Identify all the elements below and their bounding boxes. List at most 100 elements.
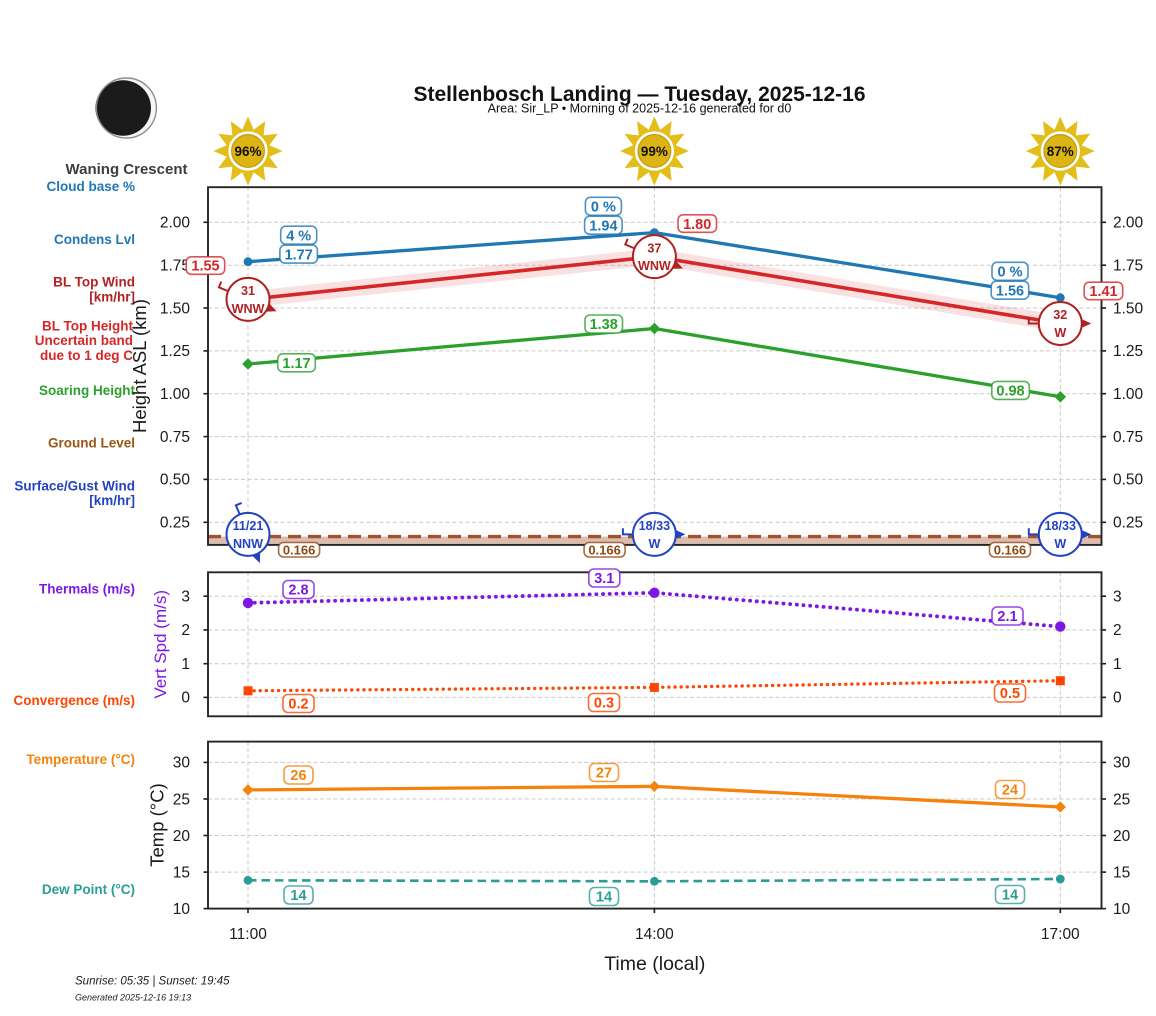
svg-text:1.94: 1.94 — [589, 218, 617, 234]
svg-text:11/21: 11/21 — [233, 519, 264, 533]
svg-text:W: W — [648, 537, 660, 551]
svg-text:1.75: 1.75 — [1113, 258, 1143, 275]
svg-text:2.1: 2.1 — [997, 609, 1017, 625]
svg-text:4 %: 4 % — [286, 228, 311, 244]
svg-text:Area: Sir_LP • Morning of 2025: Area: Sir_LP • Morning of 2025-12-16 gen… — [488, 102, 792, 116]
svg-text:W: W — [1054, 326, 1066, 340]
svg-text:Sunrise: 05:35 | Sunset: 19:45: Sunrise: 05:35 | Sunset: 19:45 — [75, 976, 230, 988]
svg-text:10: 10 — [173, 901, 191, 918]
svg-text:1.25: 1.25 — [160, 343, 190, 360]
svg-text:Soaring Height: Soaring Height — [39, 383, 136, 398]
svg-text:14: 14 — [596, 890, 612, 906]
svg-text:3: 3 — [181, 589, 190, 606]
svg-text:32: 32 — [1053, 308, 1067, 322]
svg-text:0.2: 0.2 — [288, 697, 308, 713]
svg-text:14: 14 — [1002, 888, 1018, 904]
svg-text:1.17: 1.17 — [282, 356, 310, 372]
svg-text:2: 2 — [1113, 622, 1122, 639]
svg-text:1.56: 1.56 — [996, 283, 1024, 299]
svg-text:2.00: 2.00 — [160, 215, 191, 232]
svg-text:WNW: WNW — [638, 259, 671, 273]
svg-text:31: 31 — [241, 284, 255, 298]
svg-text:W: W — [1054, 537, 1066, 551]
svg-text:Waning Crescent: Waning Crescent — [66, 161, 188, 178]
svg-text:99%: 99% — [641, 144, 668, 159]
svg-text:Ground Level: Ground Level — [48, 435, 135, 450]
svg-text:1.25: 1.25 — [1113, 343, 1143, 360]
svg-text:1.00: 1.00 — [160, 386, 191, 403]
svg-text:1.50: 1.50 — [160, 300, 191, 317]
svg-text:96%: 96% — [234, 144, 261, 159]
svg-text:18/33: 18/33 — [1045, 519, 1077, 533]
svg-text:17:00: 17:00 — [1041, 926, 1080, 943]
svg-text:0.25: 0.25 — [160, 515, 190, 532]
svg-text:Cloud base %: Cloud base % — [46, 179, 135, 194]
svg-text:20: 20 — [1113, 828, 1131, 845]
svg-text:14: 14 — [290, 888, 306, 904]
svg-text:2.00: 2.00 — [1113, 215, 1144, 232]
svg-text:due to 1 deg C: due to 1 deg C — [40, 348, 133, 363]
svg-text:15: 15 — [173, 864, 190, 881]
svg-text:Condens Lvl: Condens Lvl — [54, 232, 135, 247]
svg-text:3: 3 — [1113, 589, 1122, 606]
svg-text:0: 0 — [181, 690, 190, 707]
svg-text:0.75: 0.75 — [1113, 429, 1143, 446]
svg-text:BL Top Height: BL Top Height — [42, 318, 133, 333]
svg-text:Generated 2025-12-16 19:13: Generated 2025-12-16 19:13 — [75, 993, 191, 1003]
svg-text:1: 1 — [1113, 656, 1122, 673]
svg-text:1.41: 1.41 — [1089, 284, 1117, 300]
svg-text:27: 27 — [596, 766, 612, 782]
svg-text:25: 25 — [173, 791, 190, 808]
svg-text:3.1: 3.1 — [594, 571, 614, 587]
svg-text:Uncertain band: Uncertain band — [35, 333, 133, 348]
svg-text:1.55: 1.55 — [191, 259, 219, 275]
svg-text:1.38: 1.38 — [590, 317, 618, 333]
svg-text:2: 2 — [181, 622, 190, 639]
svg-text:Stellenbosch Landing — Tuesday: Stellenbosch Landing — Tuesday, 2025-12-… — [413, 83, 865, 106]
svg-text:14:00: 14:00 — [635, 926, 674, 943]
svg-text:0.98: 0.98 — [996, 384, 1024, 400]
svg-text:11:00: 11:00 — [229, 926, 267, 943]
svg-text:37: 37 — [647, 241, 661, 255]
svg-text:Dew Point (°C): Dew Point (°C) — [42, 882, 135, 897]
svg-text:1.00: 1.00 — [1113, 386, 1144, 403]
svg-text:NNW: NNW — [233, 537, 263, 551]
svg-text:24: 24 — [1002, 783, 1018, 799]
svg-text:20: 20 — [173, 828, 191, 845]
svg-text:Convergence (m/s): Convergence (m/s) — [13, 693, 135, 708]
svg-text:1: 1 — [181, 656, 190, 673]
svg-text:15: 15 — [1113, 864, 1130, 881]
svg-text:1.77: 1.77 — [285, 247, 313, 263]
svg-text:10: 10 — [1113, 901, 1131, 918]
svg-text:Height ASL (km): Height ASL (km) — [129, 299, 150, 433]
svg-text:1.80: 1.80 — [683, 217, 711, 233]
svg-text:Surface/Gust Wind: Surface/Gust Wind — [14, 479, 135, 494]
svg-text:18/33: 18/33 — [639, 519, 671, 533]
svg-text:0 %: 0 % — [998, 265, 1023, 281]
svg-text:0.25: 0.25 — [1113, 515, 1143, 532]
svg-text:0.3: 0.3 — [594, 696, 614, 712]
svg-text:0.50: 0.50 — [160, 472, 191, 489]
svg-text:[km/hr]: [km/hr] — [89, 289, 135, 304]
svg-text:WNW: WNW — [232, 302, 265, 316]
svg-text:0.5: 0.5 — [1000, 686, 1020, 702]
svg-text:0.75: 0.75 — [160, 429, 190, 446]
svg-text:0.166: 0.166 — [283, 543, 316, 558]
svg-text:30: 30 — [173, 755, 191, 772]
svg-text:0 %: 0 % — [591, 200, 616, 216]
svg-text:87%: 87% — [1047, 144, 1074, 159]
svg-text:Time (local): Time (local) — [604, 953, 705, 975]
svg-text:1.75: 1.75 — [160, 258, 190, 275]
svg-text:Thermals (m/s): Thermals (m/s) — [39, 582, 135, 597]
svg-text:BL Top Wind: BL Top Wind — [53, 275, 135, 290]
svg-text:30: 30 — [1113, 755, 1131, 772]
svg-text:Vert Spd (m/s): Vert Spd (m/s) — [151, 590, 170, 699]
svg-text:0: 0 — [1113, 690, 1122, 707]
svg-text:Temp (°C): Temp (°C) — [147, 783, 168, 866]
svg-text:[km/hr]: [km/hr] — [89, 493, 135, 508]
svg-text:26: 26 — [290, 768, 306, 784]
svg-text:0.166: 0.166 — [994, 543, 1027, 558]
svg-text:25: 25 — [1113, 791, 1130, 808]
svg-text:1.50: 1.50 — [1113, 300, 1144, 317]
svg-text:2.8: 2.8 — [288, 583, 308, 599]
